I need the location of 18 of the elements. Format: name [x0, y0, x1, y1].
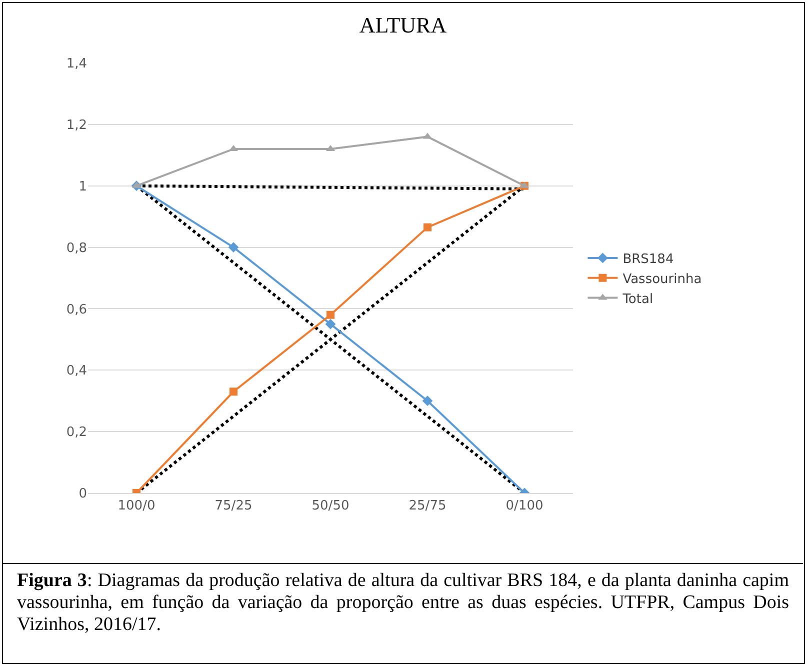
- y-tick-label: 1: [78, 179, 87, 194]
- legend-label: BRS184: [622, 252, 674, 268]
- y-tick-label: 0,8: [66, 240, 87, 256]
- y-tick-label: 0,2: [66, 425, 87, 440]
- y-tick-label: 0,6: [66, 302, 87, 318]
- chart-title: ALTURA: [359, 12, 447, 38]
- x-tick-label: 25/75: [408, 498, 446, 514]
- x-tick-label: 0/100: [506, 498, 544, 514]
- y-tick-label: 1,4: [66, 56, 87, 72]
- y-tick-label: 0: [78, 486, 87, 502]
- legend-label: Total: [622, 292, 654, 307]
- x-tick-label: 50/50: [312, 498, 350, 514]
- y-tick-label: 1,2: [66, 118, 87, 133]
- legend-label: Vassourinha: [622, 272, 702, 287]
- x-tick-label: 75/25: [214, 498, 252, 514]
- x-tick-label: 100/0: [118, 498, 156, 514]
- y-tick-label: 0,4: [66, 364, 87, 379]
- text: Figura 3: Diagramas da produção relativa de altura da cultivar BRS 184, e da planta daninha capim vassourinha, em função da variação da proporção entre as duas espécies. UTFPR, Campus Dois Vizinhos, 2016/17.: [17, 570, 789, 636]
